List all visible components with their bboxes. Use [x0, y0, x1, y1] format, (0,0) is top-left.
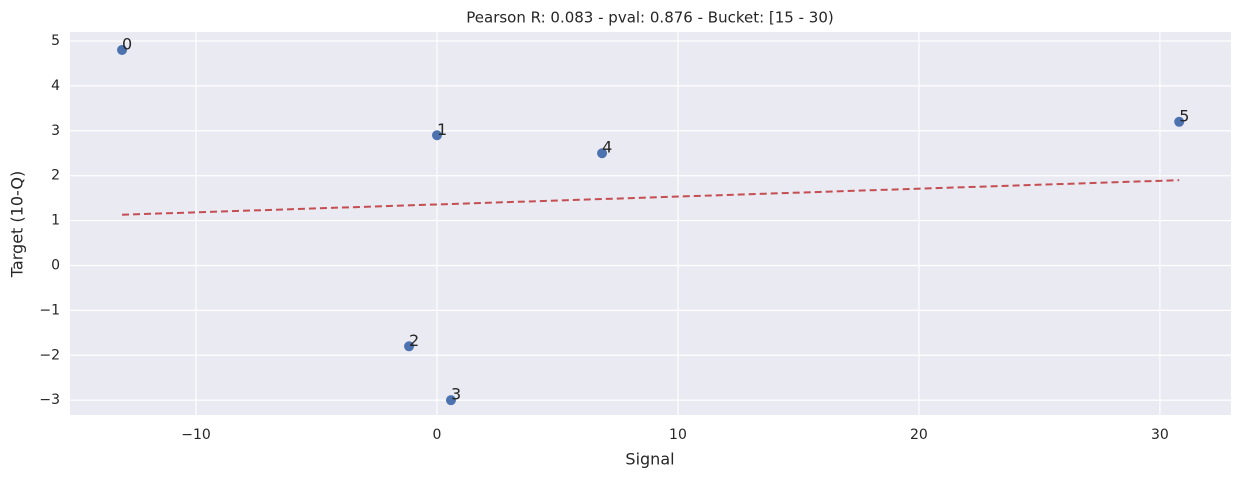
y-tick-label: 1	[51, 213, 60, 229]
grid	[70, 32, 1231, 415]
x-tick-label: 10	[669, 427, 687, 443]
point	[404, 341, 415, 352]
marks: 0 1 2 3 4 5	[117, 34, 1189, 406]
y-tick-label: −2	[39, 347, 60, 363]
y-tick-label: −3	[39, 392, 60, 408]
y-tick-label: 5	[51, 33, 60, 49]
y-tick-label: 2	[51, 168, 60, 184]
plot-area	[70, 32, 1231, 415]
y-tick-label: −1	[39, 302, 60, 318]
x-tick-label: 20	[910, 427, 928, 443]
fit-line	[122, 179, 1180, 216]
point-label: 0	[122, 34, 132, 53]
point-label: 5	[1179, 106, 1189, 125]
chart-title: Pearson R: 0.083 - pval: 0.876 - Bucket:…	[466, 9, 833, 27]
y-tick-label: 0	[51, 257, 60, 273]
x-tick-label: −10	[181, 427, 211, 443]
point-label: 1	[437, 120, 447, 139]
point	[117, 44, 128, 55]
point	[431, 130, 442, 141]
x-axis-label: Signal	[625, 450, 674, 469]
point-label: 4	[602, 138, 612, 157]
point	[1174, 116, 1185, 127]
point	[445, 395, 456, 406]
point-label: 2	[409, 331, 419, 350]
y-axis-label: Target (10-Q)	[8, 171, 27, 278]
x-tick-label: 30	[1151, 427, 1169, 443]
x-tick-label: 0	[433, 427, 442, 443]
y-tick-label: 3	[51, 123, 60, 139]
point	[597, 148, 608, 159]
point-label: 3	[451, 385, 461, 404]
y-tick-label: 4	[51, 78, 60, 94]
